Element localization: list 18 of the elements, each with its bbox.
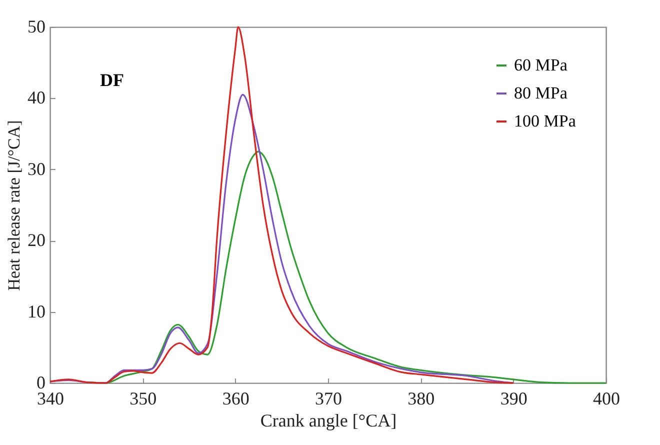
y-tick-label: 10: [28, 301, 46, 322]
y-tick-label: 50: [28, 16, 46, 36]
annotation: DF: [100, 70, 124, 90]
legend-label: 100 MPa: [514, 112, 576, 130]
x-tick-label: 370: [315, 388, 342, 408]
x-tick-label: 360: [222, 388, 250, 408]
x-axis-title: Crank angle [°CA]: [260, 410, 397, 430]
y-tick-label: 20: [28, 230, 46, 250]
x-tick-label: 350: [130, 388, 157, 408]
line-series: [49, 26, 514, 384]
y-tick-label: 40: [28, 88, 46, 108]
x-tick-label: 380: [408, 388, 435, 408]
x-tick-label: 390: [500, 388, 528, 408]
x-tick-label: 400: [593, 388, 620, 408]
legend-label: 80 MPa: [514, 84, 568, 102]
y-tick-label: 30: [28, 158, 46, 179]
y-axis-title: Heat release rate [J/°CA]: [4, 120, 24, 291]
legend-label: 60 MPa: [514, 56, 568, 74]
